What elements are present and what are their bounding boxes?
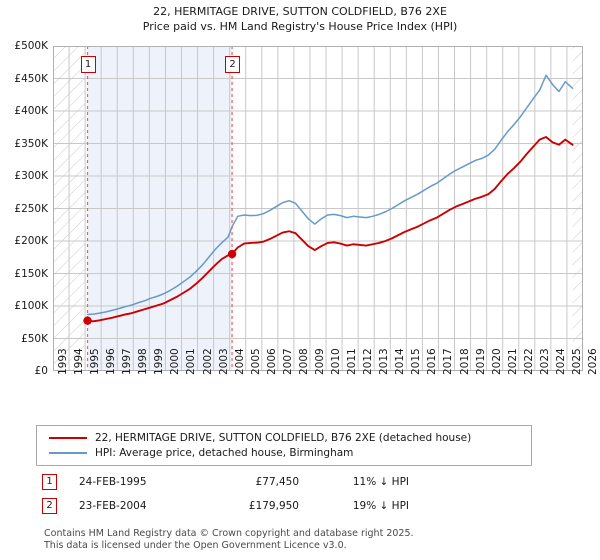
y-axis-tick-label: £250K [14, 202, 48, 215]
x-axis-tick-label: 2002 [201, 348, 214, 375]
legend-line-swatch [49, 451, 87, 454]
x-axis-tick-label: 2017 [442, 348, 455, 375]
transaction-hpi-delta: 19% ↓ HPI [352, 500, 409, 512]
transaction-date: 24-FEB-1995 [79, 476, 147, 488]
y-axis-tick-label: £150K [14, 267, 48, 280]
x-axis-tick-label: 2021 [506, 348, 519, 375]
y-axis-tick-label: £350K [14, 137, 48, 150]
x-axis-tick-label: 2000 [169, 348, 182, 375]
x-axis-tick-label: 2022 [522, 348, 535, 375]
transaction-hpi-delta: 11% ↓ HPI [352, 476, 409, 488]
transactions-table: 1 24-FEB-1995 £77,450 11% ↓ HPI 2 23-FEB-2004… [42, 470, 462, 518]
gridlines [53, 46, 583, 371]
legend-line-swatch [49, 436, 87, 439]
y-axis-tick-label: £0 [34, 365, 48, 377]
x-axis-tick-label: 2012 [362, 348, 375, 375]
legend-item: HPI: Average price, detached house, Birm… [43, 445, 525, 460]
x-axis-tick-label: 2004 [233, 348, 246, 375]
x-axis-tick-label: 2019 [474, 348, 487, 375]
x-axis-tick-label: 2016 [426, 348, 439, 375]
plot-svg [53, 46, 583, 371]
y-axis-tick-label: £200K [14, 235, 48, 247]
x-axis-tick-label: 2008 [297, 348, 310, 375]
plot-canvas [53, 46, 583, 371]
footer-line-1: Contains HM Land Registry data © Crown c… [44, 528, 414, 539]
chart-area: £0 £50K £100K £150K £200K £250K £300K £350K £400… [14, 40, 599, 377]
x-axis-tick-label: 2013 [378, 348, 391, 375]
x-axis-tick-label: 2010 [330, 348, 343, 375]
chart-title: 22, HERMITAGE DRIVE, SUTTON COLDFIELD, B… [0, 4, 600, 34]
y-axis-tick-label: £400K [14, 105, 48, 117]
y-axis-tick-label: £50K [21, 332, 48, 345]
x-axis-tick-label: 2020 [490, 348, 503, 375]
x-axis-tick-label: 1997 [121, 348, 134, 375]
x-axis-tick-label: 1993 [57, 348, 69, 375]
x-axis-tick-label: 2009 [313, 348, 326, 375]
x-axis-tick-label: 2007 [281, 348, 294, 375]
attribution-footer: Contains HM Land Registry data © Crown c… [44, 528, 564, 551]
chart-title-line-1: 22, HERMITAGE DRIVE, SUTTON COLDFIELD, B… [153, 5, 447, 18]
transaction-marker-dots [83, 249, 237, 325]
legend-item-label: 22, HERMITAGE DRIVE, SUTTON COLDFIELD, B… [95, 431, 472, 444]
x-axis-tick-label: 1998 [137, 348, 150, 375]
x-axis-tick-label: 2023 [538, 348, 551, 375]
x-axis-tick-label: 2006 [265, 348, 278, 375]
x-axis-tick-label: 1995 [89, 348, 102, 375]
legend-item-label: HPI: Average price, detached house, Birm… [95, 446, 354, 459]
x-axis-tick-label: 2024 [554, 348, 567, 375]
transaction-badge: 1 [42, 474, 57, 490]
legend-item: 22, HERMITAGE DRIVE, SUTTON COLDFIELD, B… [43, 430, 525, 445]
x-axis-tick-label: 1994 [73, 348, 86, 375]
series-lines [86, 74, 574, 323]
x-axis-tick-label: 2005 [249, 348, 262, 375]
x-axis-tick-label: 1999 [153, 348, 166, 375]
annotation-badge-2: 2 [225, 56, 241, 73]
x-axis-tick-label: 2003 [217, 348, 230, 375]
chart-legend: 22, HERMITAGE DRIVE, SUTTON COLDFIELD, B… [36, 425, 532, 466]
y-axis-tick-label: £100K [14, 300, 48, 312]
x-axis-tick-label: 2025 [570, 348, 583, 375]
y-axis-tick-label: £450K [14, 72, 48, 85]
x-axis-tick-label: 2011 [346, 348, 359, 375]
x-axis-tick-label: 2001 [185, 348, 198, 375]
x-axis-tick-label: 2015 [410, 348, 423, 375]
transaction-date: 23-FEB-2004 [79, 500, 147, 512]
chart-title-line-2: Price paid vs. HM Land Registry's House … [142, 20, 458, 33]
y-axis-tick-label: £300K [14, 170, 48, 182]
x-axis-tick-label: 2014 [394, 348, 407, 375]
x-axis-tick-label: 2026 [587, 348, 599, 375]
x-axis-tick-label: 2018 [458, 348, 471, 375]
transaction-price: £179,950 [248, 500, 299, 512]
footer-line-2: This data is licensed under the Open Gov… [44, 539, 347, 551]
transaction-badge: 2 [42, 498, 57, 514]
y-axis-tick-label: £500K [14, 40, 48, 52]
transaction-row: 2 23-FEB-2004 £179,950 19% ↓ HPI [42, 494, 462, 518]
annotation-badge-1: 1 [80, 56, 96, 73]
transaction-price: £77,450 [255, 476, 299, 488]
transaction-row: 1 24-FEB-1995 £77,450 11% ↓ HPI [42, 470, 462, 494]
x-axis-tick-label: 1996 [105, 348, 118, 375]
